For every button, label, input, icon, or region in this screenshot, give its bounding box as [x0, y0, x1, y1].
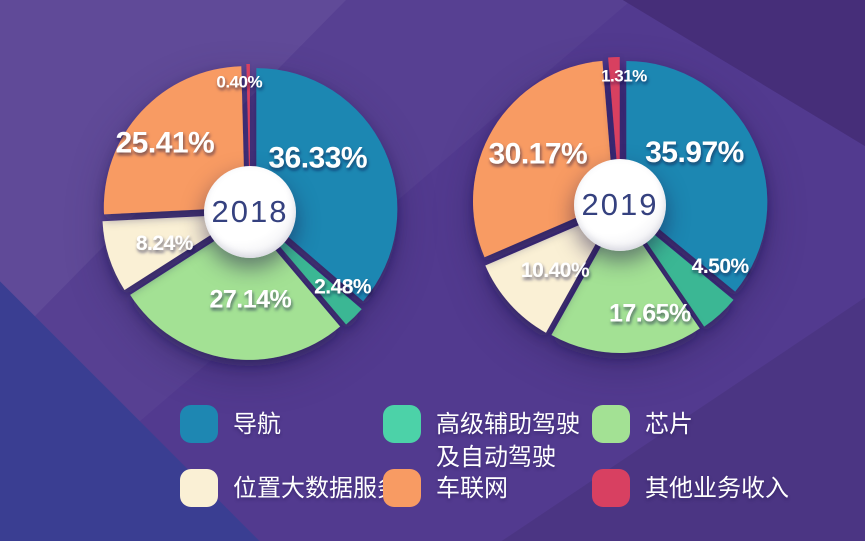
- legend-item-navigation: 导航: [180, 405, 281, 443]
- legend-swatch-other-revenue: [592, 469, 630, 507]
- legend-swatch-adas: [383, 405, 421, 443]
- pie-percent-label-location-big-data: 8.24%: [136, 232, 194, 255]
- legend-label-location-big-data: 位置大数据服务: [233, 475, 401, 502]
- legend-label-navigation: 导航: [233, 411, 281, 438]
- legend-item-telematics: 车联网: [383, 469, 508, 507]
- pie-chart-2019: 35.97% 4.50% 17.65% 10.40% 30.17% 1.31% 2019: [425, 10, 815, 400]
- pie-percent-label-adas: 4.50%: [692, 255, 750, 278]
- pie-slice-navigation: [626, 61, 768, 292]
- pie-chart-2018: 36.33% 2.48% 27.14% 8.24% 25.41% 0.40% 2018: [55, 17, 445, 407]
- pie-slice-adas: [624, 210, 734, 327]
- legend-item-location-big-data: 位置大数据服务: [180, 469, 401, 507]
- legend-swatch-navigation: [180, 405, 218, 443]
- pie-percent-label-chip: 17.65%: [609, 300, 691, 328]
- pie-percent-label-navigation: 36.33%: [268, 141, 367, 174]
- pie-percent-label-chip: 27.14%: [209, 285, 291, 313]
- legend-swatch-telematics: [383, 469, 421, 507]
- legend-label-telematics: 车联网: [436, 475, 508, 502]
- pie-percent-label-location-big-data: 10.40%: [521, 259, 590, 282]
- pie-percent-label-navigation: 35.97%: [645, 136, 744, 169]
- legend-swatch-location-big-data: [180, 469, 218, 507]
- pie-slice-location-big-data: [485, 209, 615, 333]
- pie-percent-label-telematics: 25.41%: [115, 127, 214, 160]
- pie-center-circle-2019: 2019: [574, 159, 666, 251]
- legend-item-other-revenue: 其他业务收入: [592, 469, 789, 507]
- pie-slice-location-big-data: [102, 214, 244, 291]
- legend-label-adas: 高级辅助驾驶 及自动驾驶: [436, 411, 580, 471]
- pie-slice-navigation: [256, 68, 398, 302]
- legend-label-other-revenue: 其他业务收入: [645, 475, 789, 502]
- pie-slice-chip: [551, 211, 700, 353]
- legend-swatch-chip: [592, 405, 630, 443]
- legend-item-chip: 芯片: [592, 405, 693, 443]
- pie-center-circle-2018: 2018: [204, 166, 296, 258]
- pie-percent-label-telematics: 30.17%: [488, 138, 587, 171]
- pie-percent-label-other-revenue: 0.40%: [216, 72, 262, 91]
- legend-item-adas: 高级辅助驾驶 及自动驾驶: [383, 405, 580, 474]
- pie-percent-label-other-revenue: 1.31%: [601, 66, 647, 85]
- year-label-2019: 2019: [581, 187, 659, 222]
- pie-percent-label-adas: 2.48%: [314, 276, 372, 299]
- legend-label-chip: 芯片: [645, 411, 693, 438]
- pie-slice-chip: [130, 218, 341, 360]
- pie-slice-telematics: [103, 66, 245, 215]
- year-label-2018: 2018: [211, 194, 289, 229]
